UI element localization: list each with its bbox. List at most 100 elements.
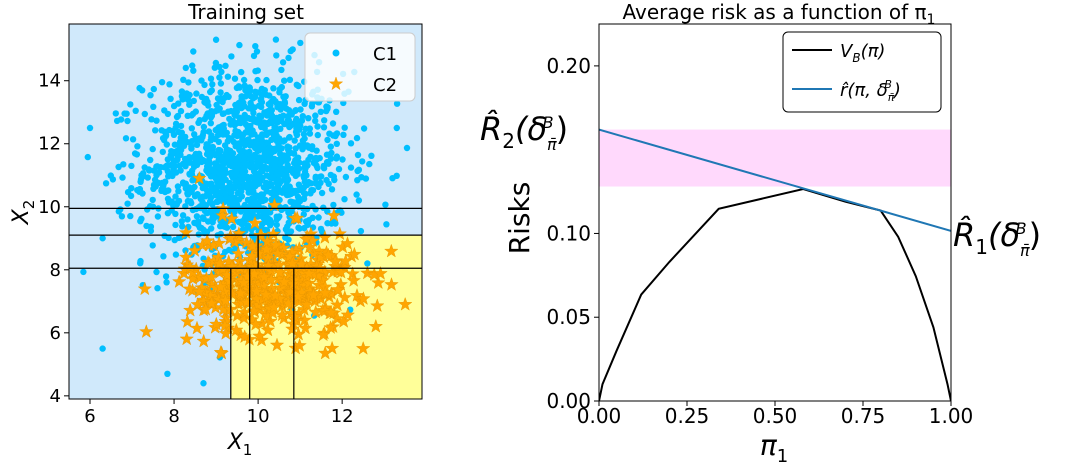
point-c1 — [300, 113, 306, 119]
point-c1 — [191, 220, 197, 226]
point-c1 — [209, 210, 215, 216]
point-c1 — [213, 175, 219, 181]
point-c1 — [197, 225, 203, 231]
point-c1 — [162, 164, 168, 170]
point-c1 — [217, 195, 223, 201]
point-c1 — [99, 345, 105, 351]
point-c1 — [216, 170, 222, 176]
point-c1 — [213, 60, 219, 66]
point-c1 — [166, 81, 172, 87]
point-c1 — [236, 140, 242, 146]
point-c1 — [159, 79, 165, 85]
point-c1 — [319, 190, 325, 196]
point-c1 — [196, 151, 202, 157]
point-c1 — [217, 89, 223, 95]
point-c1 — [216, 98, 222, 104]
point-c1 — [340, 132, 346, 138]
point-c1 — [87, 125, 93, 131]
point-c1 — [229, 153, 235, 159]
point-c1 — [283, 93, 289, 99]
point-c1 — [208, 195, 214, 201]
point-c1 — [343, 174, 349, 180]
point-c1 — [236, 147, 242, 153]
point-c1 — [196, 231, 202, 237]
point-c1 — [359, 158, 365, 164]
point-c1 — [137, 218, 143, 224]
point-c1 — [172, 193, 178, 199]
point-c1 — [200, 194, 206, 200]
point-c1 — [301, 165, 307, 171]
risk-xlabel: π1 — [760, 429, 788, 465]
point-c1 — [208, 76, 214, 82]
point-c1 — [189, 168, 195, 174]
point-c1 — [302, 143, 308, 149]
point-c1 — [174, 200, 180, 206]
point-c1 — [188, 145, 194, 151]
point-c1 — [150, 242, 156, 248]
point-c1 — [184, 216, 190, 222]
point-c1 — [183, 65, 189, 71]
point-c1 — [130, 136, 136, 142]
point-c1 — [324, 152, 330, 158]
point-c1 — [389, 175, 395, 181]
point-c1 — [329, 186, 335, 192]
point-c1 — [161, 233, 167, 239]
point-c1 — [354, 135, 360, 141]
point-c1 — [268, 137, 274, 143]
risk-xtick-label: 0.75 — [841, 404, 886, 428]
point-c1 — [250, 199, 256, 205]
point-c1 — [312, 112, 318, 118]
point-c1 — [348, 164, 354, 170]
point-c1 — [281, 152, 287, 158]
point-c1 — [293, 173, 299, 179]
point-c1 — [330, 120, 336, 126]
risk-ylabel: Risks — [503, 182, 536, 255]
point-c1 — [271, 124, 277, 130]
point-c1 — [261, 216, 267, 222]
point-c1 — [251, 53, 257, 59]
point-c1 — [113, 110, 119, 116]
point-c1 — [264, 110, 270, 116]
point-c1 — [244, 185, 250, 191]
point-c1 — [301, 101, 307, 107]
point-c1 — [159, 186, 165, 192]
point-c1 — [139, 87, 145, 93]
risk-ytick-label: 0.10 — [546, 221, 591, 245]
scatter-ylabel: X2 — [9, 200, 38, 226]
point-c1 — [291, 151, 297, 157]
point-c1 — [336, 166, 342, 172]
point-c1 — [326, 181, 332, 187]
point-c1 — [189, 62, 195, 68]
point-c1 — [127, 101, 133, 107]
point-c1 — [128, 193, 134, 199]
point-c1 — [150, 146, 156, 152]
point-c1 — [225, 74, 231, 80]
point-c1 — [263, 77, 269, 83]
point-c1 — [238, 152, 244, 158]
point-c1 — [252, 68, 258, 74]
point-c1 — [203, 167, 209, 173]
point-c1 — [215, 125, 221, 131]
point-c1 — [180, 77, 186, 83]
point-c1 — [187, 185, 193, 191]
point-c1 — [361, 125, 367, 131]
point-c1 — [215, 147, 221, 153]
point-c1 — [314, 165, 320, 171]
point-c1 — [283, 172, 289, 178]
point-c1 — [151, 86, 157, 92]
point-c1 — [193, 108, 199, 114]
point-c1 — [203, 182, 209, 188]
risk-chart: Average risk as a function of π1 0.00 0.2… — [480, 0, 1041, 465]
point-c1 — [368, 153, 374, 159]
point-c1 — [123, 111, 129, 117]
point-c1 — [231, 132, 237, 138]
point-c1 — [238, 93, 244, 99]
point-c1 — [315, 132, 321, 138]
point-c1 — [163, 132, 169, 138]
point-c1 — [324, 137, 330, 143]
point-c1 — [285, 209, 291, 215]
point-c1 — [160, 149, 166, 155]
point-c1 — [153, 172, 159, 178]
point-c1 — [201, 82, 207, 88]
point-c1 — [165, 111, 171, 117]
